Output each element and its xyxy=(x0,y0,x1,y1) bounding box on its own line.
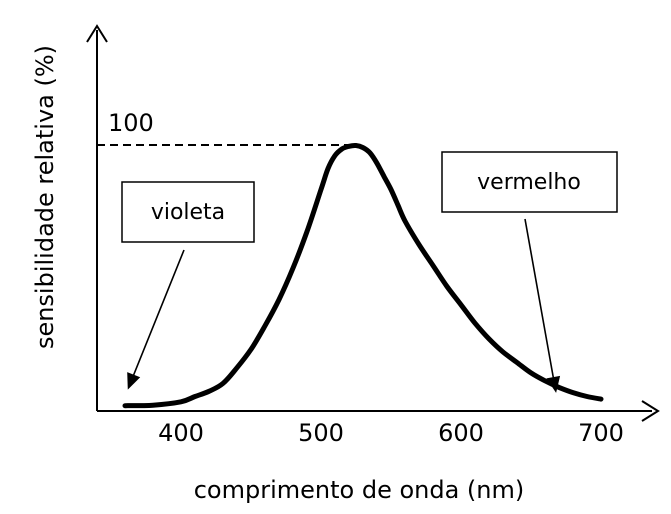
series-line-0 xyxy=(122,142,604,409)
x-tick-label-400: 400 xyxy=(158,419,204,447)
x-tick-label-500: 500 xyxy=(298,419,344,447)
red-annotation-box xyxy=(441,151,618,213)
series-group xyxy=(122,142,604,409)
x-axis-title: comprimento de onda (nm) xyxy=(194,476,525,504)
violet-annotation-box xyxy=(121,181,255,243)
x-tick-labels: 400 500 600 700 xyxy=(158,419,624,447)
x-tick-label-600: 600 xyxy=(438,419,484,447)
red-annotation-arrow xyxy=(524,218,556,388)
violet-annotation-arrow xyxy=(129,249,185,385)
red-arrowhead-icon xyxy=(546,375,561,393)
red-annotation-text: vermelho xyxy=(477,170,581,195)
x-tick-label-700: 700 xyxy=(578,419,624,447)
x-axis-arrow-icon xyxy=(641,400,660,422)
violet-annotation-text: violeta xyxy=(151,200,225,225)
y-axis-arrow-icon xyxy=(86,24,108,43)
ref-line-label: 100 xyxy=(108,109,154,137)
y-axis-title: sensibilidade relativa (%) xyxy=(31,45,59,349)
violet-arrowhead-icon xyxy=(127,372,141,390)
red-annotation: vermelho xyxy=(441,151,618,393)
violet-annotation: violeta xyxy=(121,181,255,390)
